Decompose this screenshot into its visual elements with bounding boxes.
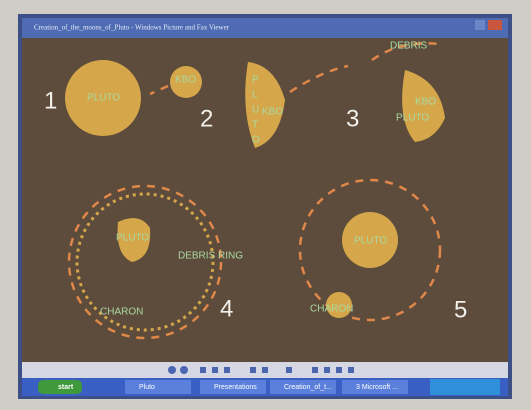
label: PLUTO — [87, 93, 120, 104]
task-label: 3 Microsoft ... — [356, 384, 398, 391]
letter: O — [252, 135, 260, 146]
panel-number: 3 — [346, 105, 359, 132]
label: PLUTO — [396, 113, 429, 124]
label: DEBRIS RING — [178, 251, 243, 262]
panel-number: 2 — [200, 105, 213, 132]
label: KBO — [262, 107, 283, 118]
tray — [430, 379, 500, 395]
task-label: Creation_of_t... — [284, 384, 332, 391]
label: PLUTO — [354, 236, 387, 247]
panel-number: 1 — [44, 87, 57, 114]
task-label: Pluto — [139, 384, 155, 391]
task-label: Presentations — [214, 384, 257, 391]
task-button[interactable] — [125, 380, 191, 394]
letter: P — [252, 75, 259, 86]
letter: U — [252, 105, 259, 116]
max-button[interactable] — [475, 20, 485, 30]
label: CHARON — [100, 307, 143, 318]
label: KBO — [415, 97, 436, 108]
label: CHARON — [310, 304, 353, 315]
panel-number: 4 — [220, 295, 233, 322]
screenshot: Creation_of_the_moons_of_Pluto - Windows… — [0, 0, 531, 410]
window-title: Creation_of_the_moons_of_Pluto - Windows… — [34, 24, 230, 32]
letter: T — [252, 120, 258, 131]
start-label: start — [58, 384, 74, 391]
label: KBO — [175, 75, 196, 86]
label: PLUTO — [116, 233, 149, 244]
letter: L — [252, 90, 258, 101]
close-button[interactable] — [488, 20, 502, 30]
label: DEBRIS — [390, 41, 428, 52]
page: Creation_of_the_moons_of_Pluto - Windows… — [0, 0, 531, 410]
panel-number: 5 — [454, 296, 467, 323]
